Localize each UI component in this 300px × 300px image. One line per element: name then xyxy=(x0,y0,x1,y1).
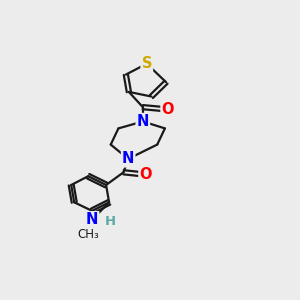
Text: N: N xyxy=(122,152,134,166)
Text: N: N xyxy=(136,114,149,129)
Text: CH₃: CH₃ xyxy=(78,228,100,241)
Text: S: S xyxy=(142,56,152,71)
Text: O: O xyxy=(161,102,174,117)
Text: N: N xyxy=(86,212,98,227)
Text: H: H xyxy=(105,215,116,229)
Text: O: O xyxy=(140,167,152,182)
